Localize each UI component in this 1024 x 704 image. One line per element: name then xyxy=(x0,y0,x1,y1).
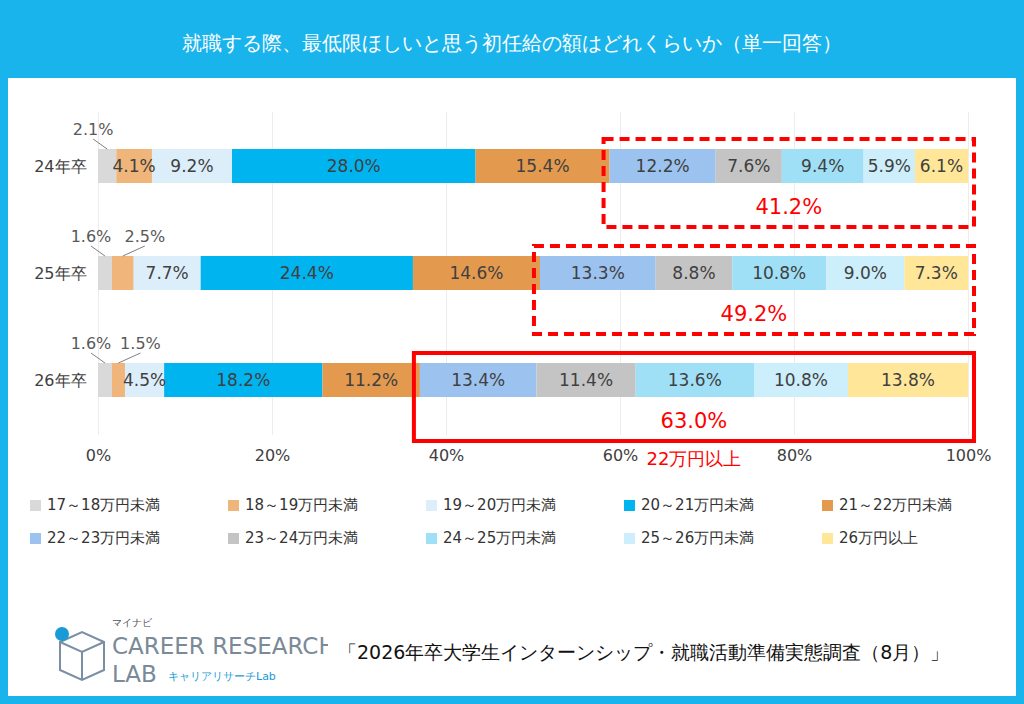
svg-text:1.6%: 1.6% xyxy=(71,334,112,353)
html-text:21～22万円未満: 21～22万円未満 xyxy=(839,496,953,514)
svg-text:11.2%: 11.2% xyxy=(344,370,398,390)
svg-text:13.4%: 13.4% xyxy=(451,370,505,390)
svg-text:1.6%: 1.6% xyxy=(71,227,112,246)
svg-text:2.1%: 2.1% xyxy=(73,120,114,139)
svg-text:22万円以上: 22万円以上 xyxy=(646,448,741,469)
html-text:24～25万円未満: 24～25万円未満 xyxy=(443,529,557,547)
svg-text:80%: 80% xyxy=(777,446,813,465)
svg-text:28.0%: 28.0% xyxy=(327,156,381,176)
svg-text:41.2%: 41.2% xyxy=(755,195,822,219)
svg-text:60%: 60% xyxy=(603,446,639,465)
svg-text:11.4%: 11.4% xyxy=(559,370,613,390)
html-text:就職する際、最低限ほしいと思う初任給の額はどれくらいか（単一: 就職する際、最低限ほしいと思う初任給の額はどれくらいか（単一回答） xyxy=(182,31,842,55)
html-text:25～26万円未満: 25～26万円未満 xyxy=(641,529,755,547)
svg-text:6.1%: 6.1% xyxy=(920,156,963,176)
svg-text:9.2%: 9.2% xyxy=(170,156,213,176)
svg-text:キャリアリサーチLab: キャリアリサーチLab xyxy=(168,670,276,683)
html-text:「2026年卒大学生インターンシップ・就職活動準備実態調査（: 「2026年卒大学生インターンシップ・就職活動準備実態調査（8月）」 xyxy=(338,641,950,663)
svg-text:1.5%: 1.5% xyxy=(120,334,161,353)
svg-text:CAREER RESEARCH: CAREER RESEARCH xyxy=(112,633,328,659)
svg-text:14.6%: 14.6% xyxy=(449,263,503,283)
svg-text:26年卒: 26年卒 xyxy=(34,371,86,390)
svg-text:20%: 20% xyxy=(255,446,291,465)
svg-text:12.2%: 12.2% xyxy=(636,156,690,176)
svg-text:4.1%: 4.1% xyxy=(113,156,156,176)
svg-text:13.6%: 13.6% xyxy=(668,370,722,390)
html-text:18～19万円未満: 18～19万円未満 xyxy=(245,496,359,514)
svg-text:7.7%: 7.7% xyxy=(146,263,189,283)
html-text:19～20万円未満: 19～20万円未満 xyxy=(443,496,557,514)
svg-text:40%: 40% xyxy=(429,446,465,465)
svg-text:7.6%: 7.6% xyxy=(727,156,770,176)
svg-text:0%: 0% xyxy=(86,446,111,465)
svg-text:7.3%: 7.3% xyxy=(915,263,958,283)
svg-text:100%: 100% xyxy=(946,446,992,465)
svg-text:9.4%: 9.4% xyxy=(801,156,844,176)
svg-text:13.3%: 13.3% xyxy=(571,263,625,283)
svg-text:9.0%: 9.0% xyxy=(844,263,887,283)
svg-text:10.8%: 10.8% xyxy=(774,370,828,390)
svg-text:マイナビ: マイナビ xyxy=(112,617,153,628)
html-text:26万円以上: 26万円以上 xyxy=(839,529,919,547)
svg-text:2.5%: 2.5% xyxy=(124,227,165,246)
svg-text:63.0%: 63.0% xyxy=(661,409,728,433)
svg-text:24.4%: 24.4% xyxy=(280,263,334,283)
svg-text:LAB: LAB xyxy=(112,661,157,687)
html-text:23～24万円未満: 23～24万円未満 xyxy=(245,529,359,547)
html-text:22～23万円未満: 22～23万円未満 xyxy=(47,529,161,547)
svg-text:49.2%: 49.2% xyxy=(721,302,788,326)
svg-text:4.5%: 4.5% xyxy=(123,370,166,390)
svg-text:18.2%: 18.2% xyxy=(216,370,270,390)
svg-text:24年卒: 24年卒 xyxy=(34,157,86,176)
svg-text:13.8%: 13.8% xyxy=(881,370,935,390)
svg-text:10.8%: 10.8% xyxy=(752,263,806,283)
html-text:20～21万円未満: 20～21万円未満 xyxy=(641,496,755,514)
svg-text:15.4%: 15.4% xyxy=(516,156,570,176)
svg-text:25年卒: 25年卒 xyxy=(34,264,86,283)
html-text:17～18万円未満: 17～18万円未満 xyxy=(47,496,161,514)
svg-text:5.9%: 5.9% xyxy=(868,156,911,176)
svg-text:8.8%: 8.8% xyxy=(672,263,715,283)
